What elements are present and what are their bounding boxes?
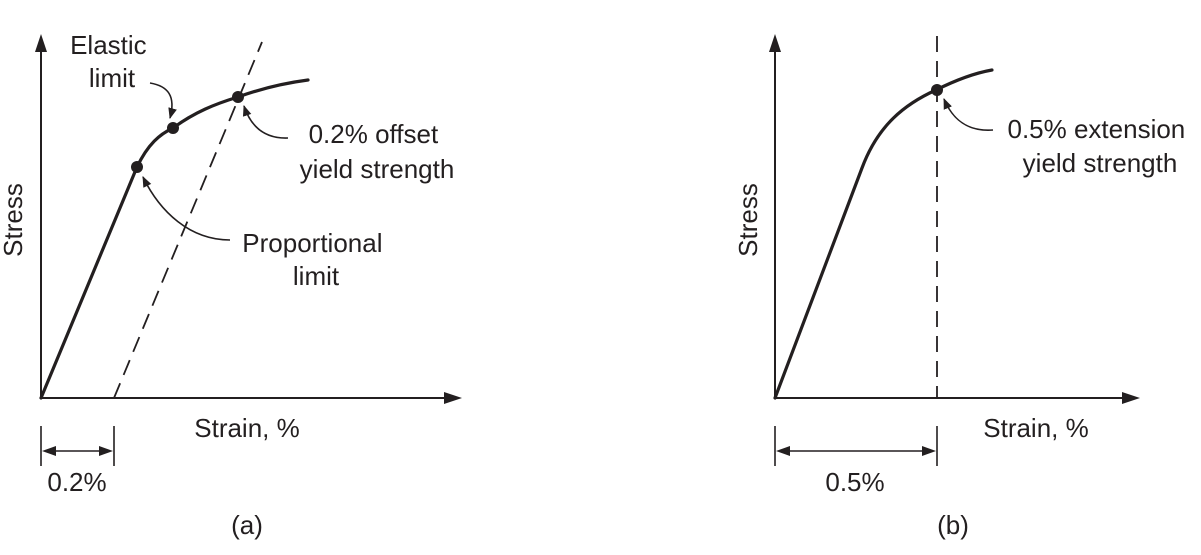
elastic-limit-point: [167, 122, 179, 134]
elastic-limit-label: Elastic limit: [70, 30, 154, 93]
x-axis-label: Strain, %: [983, 413, 1089, 443]
offset-yield-point: [232, 91, 244, 103]
proportional-limit-leader: [142, 176, 231, 241]
caption-a: (a): [231, 510, 263, 540]
y-axis-label: Stress: [0, 183, 28, 257]
extension-yield-label: 0.5% extension yield strength: [1007, 114, 1192, 178]
proportional-limit-point: [131, 161, 143, 173]
x-axis-arrowhead: [444, 392, 462, 404]
elastic-limit-leader: [149, 82, 177, 120]
offset-dim-label: 0.2%: [47, 467, 106, 497]
extension-dim-arrow-left: [776, 446, 790, 456]
extension-dim-arrow-right: [922, 446, 936, 456]
panel-b: 0.5% extension yield strength Stress Str…: [733, 34, 1192, 540]
offset-dim-arrow-right: [99, 446, 113, 456]
offset-dim-arrow-left: [42, 446, 56, 456]
x-axis-arrowhead: [1122, 392, 1140, 404]
x-axis-label: Strain, %: [194, 413, 300, 443]
y-axis-arrowhead: [35, 34, 47, 52]
extension-yield-point: [931, 84, 943, 96]
offset-line: [113, 41, 263, 399]
y-axis-arrowhead: [769, 34, 781, 52]
extension-yield-leader: [943, 97, 994, 131]
offset-yield-label: 0.2% offset yield strength: [300, 119, 455, 184]
offset-yield-leader: [242, 104, 289, 139]
proportional-limit-label: Proportional limit: [242, 228, 389, 291]
panel-a: Elastic limit 0.2% offset yield strength…: [0, 30, 462, 540]
stress-strain-curve: [39, 78, 310, 400]
extension-dim-label: 0.5%: [825, 467, 884, 497]
stress-strain-curve: [773, 68, 994, 400]
y-axis-label: Stress: [733, 183, 763, 257]
caption-b: (b): [937, 510, 969, 540]
